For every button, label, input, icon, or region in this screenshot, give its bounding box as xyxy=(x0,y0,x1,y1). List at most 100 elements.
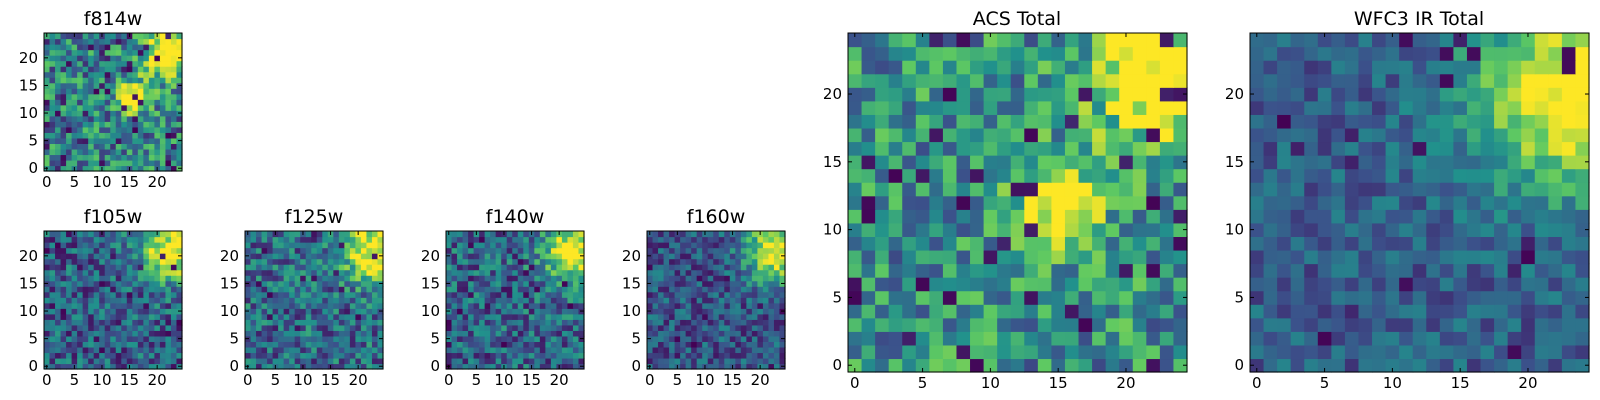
heatmap-cell xyxy=(1453,195,1468,210)
heatmap-cell xyxy=(1494,100,1509,115)
heatmap-cell xyxy=(143,341,150,348)
heatmap-cell xyxy=(647,330,654,337)
heatmap-cell xyxy=(110,60,117,67)
heatmap-cell xyxy=(1399,304,1414,319)
heatmap-cell xyxy=(550,330,557,337)
heatmap-cell xyxy=(779,286,786,293)
heatmap-cell xyxy=(1494,277,1509,292)
heatmap-cell xyxy=(674,319,681,326)
heatmap-cell xyxy=(1290,114,1305,129)
x-tick-label: 0 xyxy=(444,371,454,389)
heatmap-cell xyxy=(457,352,464,359)
heatmap-cell xyxy=(49,104,56,111)
heatmap-cell xyxy=(506,275,513,282)
heatmap-cell xyxy=(165,49,172,56)
heatmap-cell xyxy=(1521,358,1536,373)
heatmap-cell xyxy=(377,319,384,326)
heatmap-cell xyxy=(1250,209,1265,224)
heatmap-cell xyxy=(1159,331,1175,346)
heatmap-cell xyxy=(888,46,903,61)
heatmap-cell xyxy=(970,100,985,115)
heatmap-cell xyxy=(137,269,144,276)
heatmap-cell xyxy=(132,33,139,40)
heatmap-cell xyxy=(545,269,552,276)
heatmap-cell xyxy=(278,363,285,370)
x-tick-label: 15 xyxy=(1451,374,1470,392)
heatmap-cell xyxy=(495,319,502,326)
heatmap-cell xyxy=(718,231,725,238)
heatmap-cell xyxy=(534,231,541,238)
heatmap-cell xyxy=(691,308,698,315)
heatmap-cell xyxy=(104,110,111,117)
heatmap-cell xyxy=(165,88,172,95)
heatmap-cell xyxy=(1494,195,1509,210)
heatmap-cell xyxy=(696,258,703,265)
heatmap-cell xyxy=(333,231,340,238)
heatmap-cell xyxy=(735,291,742,298)
heatmap-cell xyxy=(1159,46,1175,61)
heatmap-cell xyxy=(490,330,497,337)
heatmap-cell xyxy=(55,99,62,106)
heatmap-cell xyxy=(143,154,150,161)
heatmap-cell xyxy=(322,253,329,260)
heatmap-cell xyxy=(1064,46,1080,61)
heatmap-cell xyxy=(60,363,67,370)
heatmap-cell xyxy=(148,352,155,359)
heatmap-cell xyxy=(1412,33,1427,48)
heatmap-cell xyxy=(1561,344,1577,360)
heatmap-cell xyxy=(99,38,106,45)
heatmap-cell xyxy=(71,308,78,315)
heatmap-cell xyxy=(718,297,725,304)
heatmap-cell xyxy=(110,115,117,122)
heatmap-cell xyxy=(1051,73,1066,88)
heatmap-cell xyxy=(713,324,720,331)
heatmap-cell xyxy=(1173,304,1188,319)
heatmap-cell xyxy=(1173,127,1188,143)
heatmap-cell xyxy=(1494,87,1509,102)
heatmap-cell xyxy=(735,264,742,271)
heatmap-cell xyxy=(724,264,731,271)
heatmap-cell xyxy=(888,209,903,224)
heatmap-cell xyxy=(724,280,731,287)
heatmap-cell xyxy=(49,363,56,370)
axes-frame xyxy=(445,230,585,370)
heatmap-cell xyxy=(143,319,150,326)
heatmap-cell xyxy=(1092,358,1107,373)
heatmap-cell xyxy=(1575,87,1590,102)
heatmap-cell xyxy=(528,319,535,326)
heatmap-cell xyxy=(333,275,340,282)
heatmap-cell xyxy=(1263,331,1278,346)
heatmap-cell xyxy=(572,247,580,254)
heatmap-cell xyxy=(674,286,681,293)
heatmap-cell xyxy=(929,73,944,88)
heatmap-cell xyxy=(567,275,574,282)
heatmap-cell xyxy=(316,291,323,298)
heatmap-cell xyxy=(49,275,56,282)
heatmap-cell xyxy=(170,319,178,326)
heatmap-cell xyxy=(451,280,458,287)
heatmap-cell xyxy=(773,286,781,293)
heatmap-cell xyxy=(99,71,106,78)
axes-frame xyxy=(244,230,384,370)
heatmap-cell xyxy=(1078,263,1093,278)
heatmap-cell xyxy=(148,93,155,100)
heatmap-cell xyxy=(82,346,89,354)
heatmap-cell xyxy=(875,358,890,373)
heatmap-cell xyxy=(479,242,486,249)
heatmap-cell xyxy=(143,93,150,100)
heatmap-cell xyxy=(468,291,475,298)
heatmap-cell xyxy=(300,357,307,365)
heatmap-cell xyxy=(446,330,453,337)
heatmap-cell xyxy=(1173,87,1188,102)
heatmap-cell xyxy=(1277,331,1292,346)
heatmap-cell xyxy=(165,110,172,117)
heatmap-cell xyxy=(322,335,329,342)
heatmap-cell xyxy=(674,242,681,249)
heatmap-cell xyxy=(729,297,736,304)
heatmap-cell xyxy=(915,358,930,373)
heatmap-cell xyxy=(71,137,78,144)
heatmap-cell xyxy=(104,104,111,111)
